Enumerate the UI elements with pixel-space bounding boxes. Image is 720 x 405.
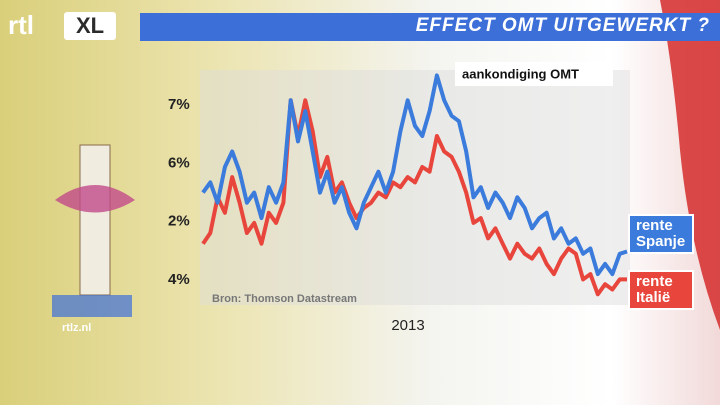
pillar <box>79 144 111 296</box>
y-axis-label: 4% <box>168 271 190 288</box>
y-axis-label: 2% <box>168 213 190 230</box>
x-axis-label: 2013 <box>391 317 424 334</box>
annotation: aankondiging OMT <box>462 66 579 81</box>
y-axis-label: 7% <box>168 96 190 113</box>
line <box>201 98 627 297</box>
curtain <box>660 0 720 330</box>
logo-badge-box <box>64 12 116 40</box>
website: rtlz.nl <box>62 322 91 334</box>
legend-label: rente Spanje <box>628 214 694 254</box>
title-bar <box>140 13 720 41</box>
plot-area <box>200 70 630 305</box>
legend-label: rente Italië <box>628 270 694 310</box>
y-axis-label: 6% <box>168 154 190 171</box>
line <box>201 73 628 277</box>
title: EFFECT OMT UITGEWERKT ? <box>415 15 710 36</box>
waves <box>52 295 132 317</box>
logo-badge: XL <box>76 13 104 38</box>
source: Bron: Thomson Datastream <box>212 293 357 305</box>
ribbon <box>55 185 135 213</box>
logo: rtl <box>8 10 34 40</box>
annotation-box <box>455 62 613 86</box>
